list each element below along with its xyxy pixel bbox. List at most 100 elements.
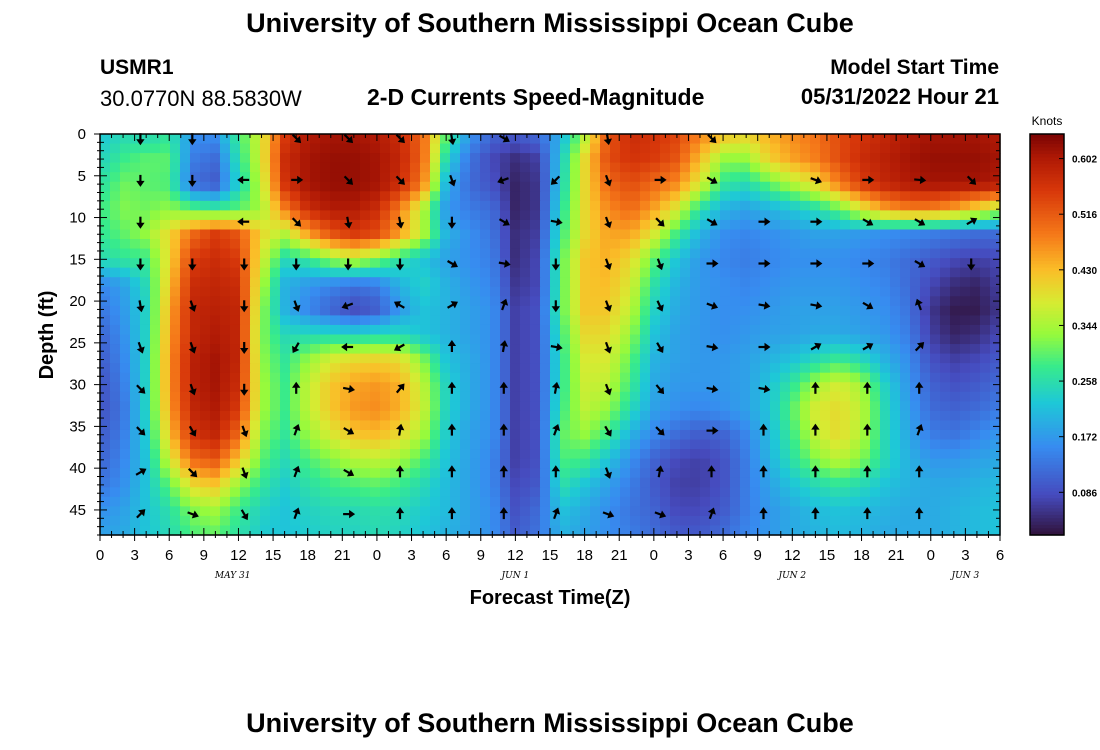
heatmap-cell [410, 181, 421, 192]
heatmap-cell [610, 410, 621, 422]
heatmap-cell [650, 372, 661, 383]
heatmap-cell [260, 210, 271, 221]
heatmap-cell [600, 210, 611, 221]
heatmap-cell [640, 506, 651, 517]
heatmap-cell [490, 496, 501, 507]
heatmap-cell [260, 458, 271, 469]
heatmap-cell [170, 324, 181, 336]
heatmap-cell [700, 134, 711, 145]
heatmap-cell [570, 468, 581, 479]
heatmap-cell [980, 210, 991, 221]
heatmap-cell [220, 391, 231, 402]
heatmap-cell [890, 200, 901, 211]
heatmap-cell [470, 181, 481, 192]
heatmap-cell [850, 248, 861, 259]
heatmap-cell [750, 506, 761, 517]
heatmap-cell [380, 506, 391, 517]
heatmap-cell [940, 439, 951, 450]
heatmap-cell [690, 258, 701, 269]
heatmap-cell [540, 219, 551, 231]
heatmap-cell [910, 324, 921, 336]
heatmap-cell [440, 372, 451, 383]
heatmap-cell [880, 449, 891, 460]
heatmap-cell [420, 410, 431, 422]
heatmap-cell [940, 258, 951, 269]
heatmap-cell [890, 286, 901, 297]
heatmap-cell [290, 305, 301, 317]
heatmap-cell [630, 258, 641, 269]
heatmap-cell [540, 391, 551, 402]
heatmap-cell [130, 468, 141, 479]
heatmap-cell [320, 153, 331, 164]
heatmap-cell [880, 181, 891, 192]
heatmap-cell [750, 496, 761, 507]
heatmap-cell [120, 344, 131, 355]
colorbar-segment [1030, 220, 1064, 225]
heatmap-cell [140, 277, 151, 288]
heatmap-cell [590, 515, 601, 527]
heatmap-cell [640, 487, 651, 498]
heatmap-cell [180, 515, 191, 527]
heatmap-cell [410, 134, 421, 145]
heatmap-cell [690, 487, 701, 498]
heatmap-cell [650, 200, 661, 211]
heatmap-cell [410, 515, 421, 527]
heatmap-cell [120, 525, 131, 536]
heatmap-cell [900, 458, 911, 469]
heatmap-cell [760, 296, 771, 307]
heatmap-cell [230, 267, 241, 278]
heatmap-cell [940, 429, 951, 441]
heatmap-cell [330, 315, 341, 326]
heatmap-cell [190, 248, 201, 259]
heatmap-cell [670, 134, 681, 145]
heatmap-cell [330, 363, 341, 374]
heatmap-cell [180, 239, 191, 250]
heatmap-cell [390, 191, 401, 202]
heatmap-cell [940, 162, 951, 173]
heatmap-cell [350, 219, 361, 231]
heatmap-cell [500, 315, 511, 326]
heatmap-cell [830, 248, 841, 259]
heatmap-cell [960, 315, 971, 326]
heatmap-cell [240, 458, 251, 469]
colorbar-segment [1030, 307, 1064, 312]
heatmap-cell [880, 305, 891, 317]
heatmap-cell [380, 496, 391, 507]
heatmap-cell [290, 210, 301, 221]
colorbar-segment [1030, 491, 1064, 496]
heatmap-cell [360, 382, 371, 393]
heatmap-cell [330, 200, 341, 211]
heatmap-cell [210, 162, 221, 173]
heatmap-cell [440, 181, 451, 192]
heatmap-cell [750, 420, 761, 431]
heatmap-cell [660, 286, 671, 297]
heatmap-cell [740, 429, 751, 441]
heatmap-cell [490, 477, 501, 488]
heatmap-cell [450, 401, 461, 412]
heatmap-cell [790, 191, 801, 202]
x-tick-label: 9 [754, 547, 762, 564]
heatmap-cell [510, 487, 521, 498]
heatmap-cell [870, 172, 881, 183]
heatmap-cell [440, 239, 451, 250]
heatmap-cell [770, 324, 781, 336]
heatmap-cell [670, 296, 681, 307]
heatmap-cell [290, 191, 301, 202]
heatmap-cell [720, 229, 731, 240]
heatmap-cell [590, 449, 601, 460]
heatmap-cell [110, 420, 121, 431]
y-tick-label: 0 [78, 126, 86, 143]
heatmap-cell [200, 429, 211, 441]
heatmap-cell [110, 477, 121, 488]
heatmap-cell [270, 410, 281, 422]
heatmap-cell [250, 219, 261, 231]
heatmap-cell [270, 477, 281, 488]
heatmap-cell [530, 315, 541, 326]
heatmap-cell [880, 229, 891, 240]
colorbar-segment [1030, 411, 1064, 416]
heatmap-cell [780, 296, 791, 307]
heatmap-cell [990, 200, 1001, 211]
heatmap-cell [450, 515, 461, 527]
heatmap-cell [330, 153, 341, 164]
heatmap-cell [440, 487, 451, 498]
